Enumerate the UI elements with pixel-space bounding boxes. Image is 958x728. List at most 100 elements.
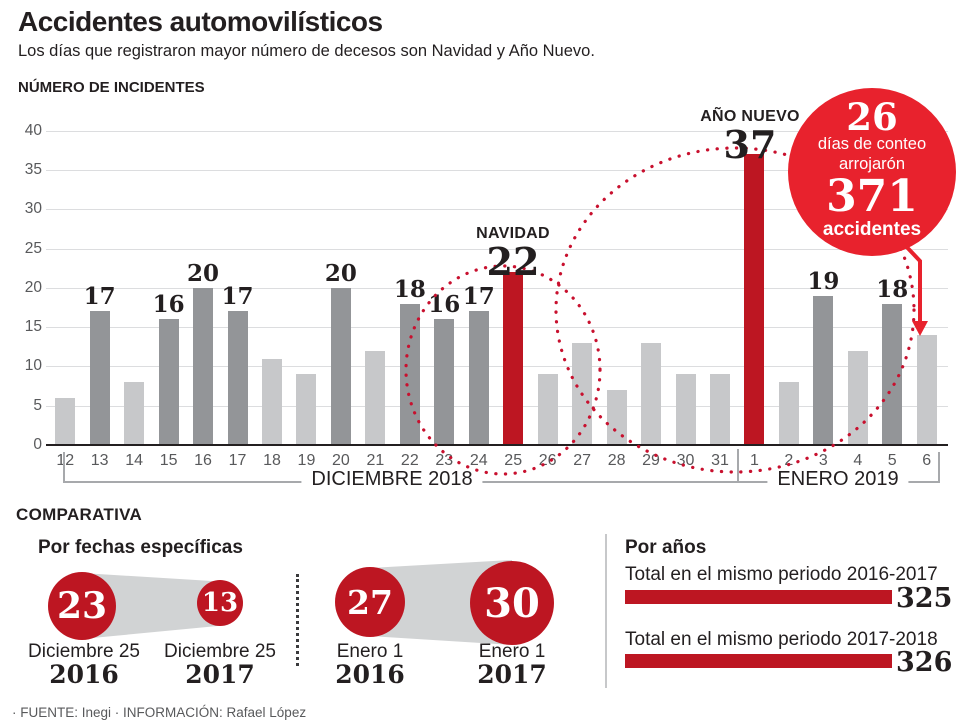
gridline-25 (46, 248, 948, 250)
bar-day-4 (847, 350, 868, 445)
bar-day-23 (434, 319, 455, 445)
y-tick-25: 25 (24, 239, 42, 257)
bar-day-27 (572, 342, 593, 445)
bar-day-28 (606, 390, 627, 445)
month-bracket-line (63, 481, 939, 483)
year-label-2: 2017 (185, 660, 255, 689)
por-anios-heading: Por años (625, 537, 707, 558)
badge-text-3: accidentes (822, 218, 922, 240)
day-label-16: 16 (194, 452, 212, 469)
bar-day-14 (124, 382, 145, 445)
bar-day-2 (778, 382, 799, 445)
navidad-label: NAVIDAD (476, 225, 550, 242)
page-title: Accidentes automovilísticos (18, 6, 383, 37)
day-label-21: 21 (366, 452, 385, 469)
bar-day-21 (365, 350, 386, 445)
section-divider (605, 534, 607, 688)
bar-value-day-20: 20 (324, 259, 357, 287)
circle-dec25-2016: 23 (48, 572, 116, 640)
badge-text-1: días de conteo (817, 135, 927, 154)
bar-day-3 (813, 295, 834, 445)
bar-day-17 (227, 311, 248, 445)
bracket-tick-left (63, 452, 65, 483)
period-label-1: Total en el mismo periodo 2016-2017 (625, 564, 938, 585)
year-label-3: 2016 (335, 660, 405, 689)
date-label-1: Diciembre 25 (28, 641, 140, 662)
day-label-19: 19 (297, 452, 316, 469)
day-label-25: 25 (504, 452, 523, 469)
y-tick-30: 30 (24, 200, 42, 218)
day-label-12: 12 (56, 452, 75, 469)
bar-day-6 (916, 335, 937, 445)
navidad-annotation: NAVIDAD 22 (443, 225, 583, 281)
day-label-31: 31 (711, 452, 729, 469)
day-label-28: 28 (607, 452, 626, 469)
subtitle: Los días que registraron mayor número de… (18, 42, 595, 60)
badge-total-accidents: 371 (826, 170, 918, 222)
day-label-13: 13 (90, 452, 109, 469)
bar-day-18 (261, 358, 282, 445)
year-label-1: 2016 (49, 660, 119, 689)
bar-day-5 (882, 303, 903, 445)
period-value-1: 325 (896, 583, 953, 614)
bar-value-day-15: 16 (152, 291, 185, 319)
bar-day-1 (744, 154, 765, 445)
bar-day-15 (158, 319, 179, 445)
gridline-35 (46, 170, 948, 172)
total-badge: 26 días de conteo arrojarón 371 accident… (788, 88, 956, 256)
day-label-15: 15 (159, 452, 178, 469)
x-axis-line (46, 444, 948, 446)
bar-day-22 (399, 303, 420, 445)
bar-day-24 (468, 311, 489, 445)
day-label-18: 18 (263, 452, 281, 469)
date-label-3: Enero 1 (336, 641, 404, 662)
period-value-2: 326 (896, 647, 953, 678)
bar-value-day-5: 18 (876, 275, 909, 303)
por-fechas-heading: Por fechas específicas (38, 537, 243, 558)
bar-day-26 (537, 374, 558, 445)
day-label-14: 14 (125, 452, 144, 469)
y-tick-5: 5 (33, 396, 42, 414)
gridline-30 (46, 209, 948, 211)
y-tick-40: 40 (24, 121, 42, 139)
bar-day-30 (675, 374, 696, 445)
chart-section-label: NÚMERO DE INCIDENTES (18, 79, 205, 96)
month-label-january: ENERO 2019 (767, 468, 909, 491)
y-tick-0: 0 (33, 436, 42, 453)
y-tick-20: 20 (24, 278, 42, 296)
bracket-tick-middle (737, 449, 739, 483)
dotted-divider (296, 574, 299, 666)
day-label-27: 27 (573, 452, 592, 469)
y-tick-15: 15 (24, 318, 42, 336)
circle-dec25-2017: 13 (197, 580, 243, 626)
badge-days-count: 26 (846, 95, 898, 139)
bar-value-day-3: 19 (807, 267, 840, 295)
period-bar-2 (625, 654, 892, 668)
bar-day-20 (330, 287, 351, 445)
bar-day-12 (55, 397, 76, 445)
circle-jan1-2017: 30 (470, 561, 554, 645)
bar-value-day-16: 20 (187, 259, 220, 287)
bar-day-13 (89, 311, 110, 445)
month-label-december: DICIEMBRE 2018 (301, 468, 483, 491)
navidad-value: 22 (486, 239, 540, 284)
bar-value-day-13: 17 (83, 283, 116, 311)
day-label-30: 30 (676, 452, 695, 469)
circle-jan1-2016: 27 (335, 567, 405, 637)
date-label-2: Diciembre 25 (164, 641, 276, 662)
bar-day-19 (296, 374, 317, 445)
bar-value-day-24: 17 (462, 283, 495, 311)
day-label-17: 17 (228, 452, 247, 469)
day-label-29: 29 (642, 452, 660, 469)
period-bar-1 (625, 590, 892, 604)
anio-nuevo-label: AÑO NUEVO (700, 108, 800, 125)
badge-arrow-head (912, 321, 928, 336)
day-label-26: 26 (538, 452, 557, 469)
bar-value-day-17: 17 (221, 283, 254, 311)
comparativa-heading: COMPARATIVA (16, 505, 143, 524)
bracket-tick-right (938, 452, 940, 483)
period-label-2: Total en el mismo periodo 2017-2018 (625, 629, 938, 650)
day-label-6: 6 (922, 452, 932, 469)
y-tick-35: 35 (24, 161, 42, 179)
